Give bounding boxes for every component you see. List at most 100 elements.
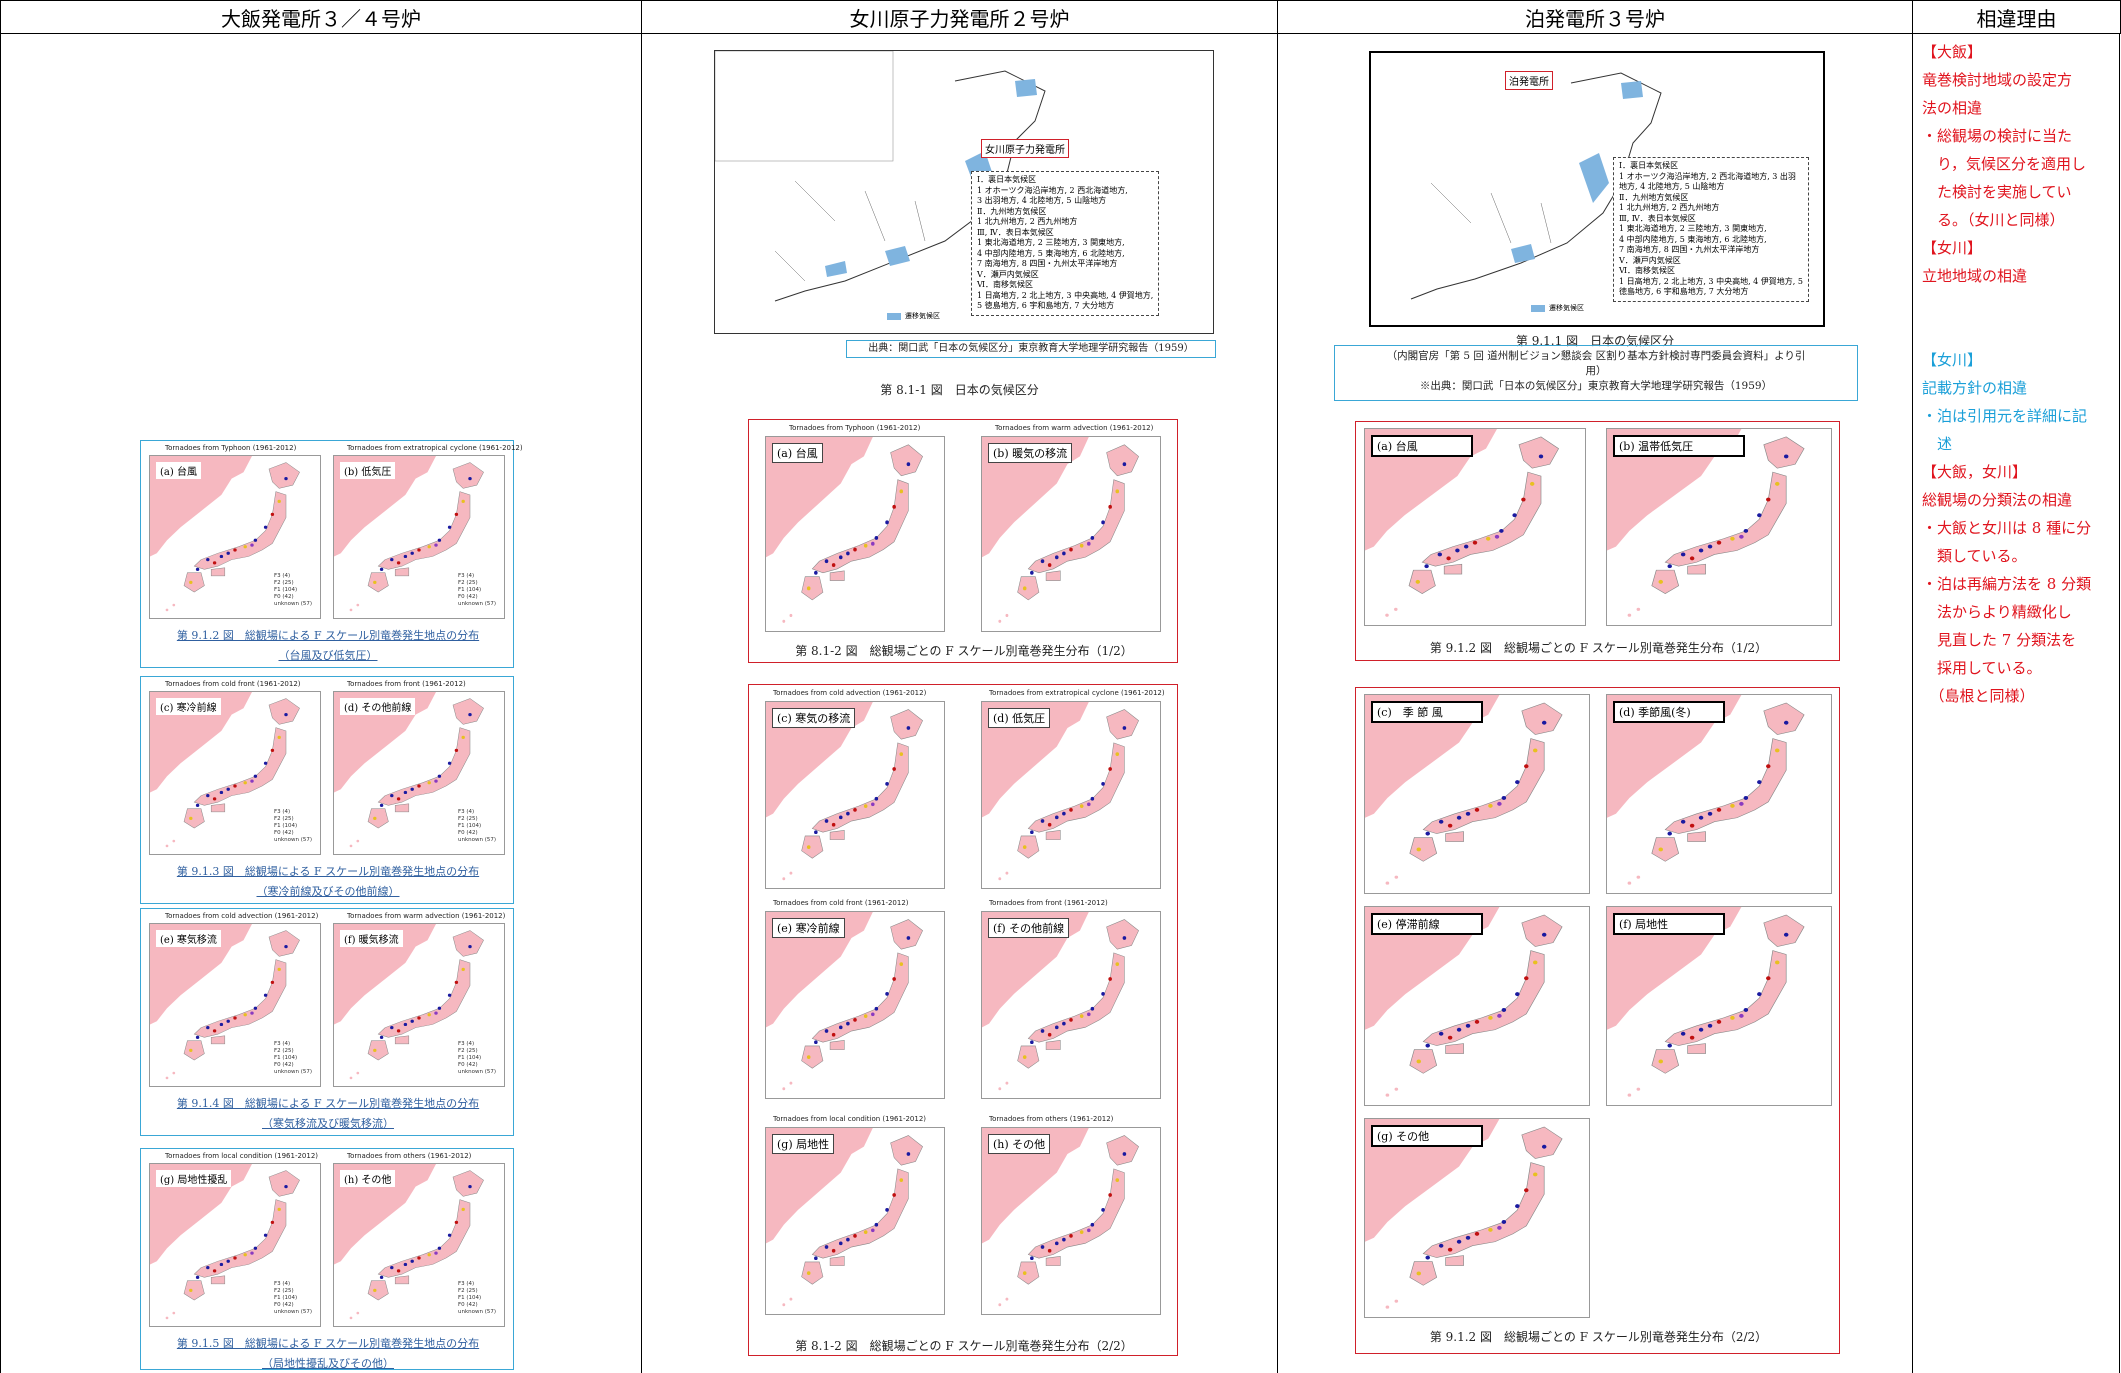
- climate-zone-list: Ⅰ．裏日本気候区 1 オホーツク海沿岸地方, 2 西北海道地方, 3 出羽 地方, …: [1613, 157, 1809, 302]
- zone-line: Ⅵ．南移気候区: [1619, 266, 1676, 275]
- reason-line: 採用している。: [1922, 659, 2042, 677]
- legend-entry: F3 (4): [273, 1281, 291, 1287]
- reason-line: 見直した 7 分類法を: [1922, 631, 2077, 649]
- legend-entry: F2 (25): [457, 1048, 478, 1054]
- figure-caption: 第 9.1.4 図 総観場による F スケール別竜巻発生地点の分布: [176, 1097, 480, 1110]
- map-legend: F3 (4) F2 (25) F1 (104) F0 (42) unknown (57): [458, 1281, 496, 1316]
- map-title: Tornadoes from extratropical cyclone (19…: [347, 444, 523, 452]
- legend-entry: unknown (57): [457, 601, 496, 607]
- onagawa-figure-2: Tornadoes from cold advection (1961-2012…: [748, 684, 1178, 1356]
- reason-line: 【大飯】: [1922, 43, 1983, 61]
- tornado-map-panel: (g) 局地性擾乱 F3 (4) F2 (25) F1 (104) F0 (42) un…: [149, 1163, 321, 1327]
- difference-reasons: 【大飯】 竜巻検討地域の設定方 法の相違 ・総観場の検討に当た り，気候区分を適用し …: [1922, 38, 2112, 710]
- column-divider: [1277, 34, 1278, 1373]
- panel-label: (e) 寒冷前線: [772, 918, 845, 938]
- panel-label: (b) 温帯低気圧: [1613, 435, 1745, 457]
- tornado-map-panel: (c) 寒気の移流: [765, 701, 945, 889]
- legend-entry: F1 (104): [457, 587, 482, 593]
- ohi-figure: Tornadoes from local condition (1961-201…: [140, 1148, 514, 1370]
- figure-caption: 第 9.1.2 図 総観場ごとの F スケール別竜巻発生分布（2/2）: [1429, 1330, 1768, 1344]
- tornado-map-panel: (d) 季節風(冬): [1606, 694, 1832, 894]
- legend-entry: F0 (42): [273, 594, 294, 600]
- header-label: 女川原子力発電所２号炉: [849, 6, 1070, 31]
- figure-subcaption: （台風及び低気圧）: [278, 649, 378, 662]
- reason-line: 法からより精緻化し: [1922, 603, 2072, 621]
- column-divider: [0, 34, 1, 1373]
- header-col-ohi: 大飯発電所３／４号炉: [0, 0, 642, 34]
- map-title: Tornadoes from cold front (1961-2012): [773, 899, 909, 907]
- zone-legend-swatch: [1531, 305, 1545, 312]
- legend-entry: F2 (25): [457, 1288, 478, 1294]
- tornado-map-panel: (b) 温帯低気圧: [1606, 428, 1832, 626]
- figure-caption: 第 9.1.2 図 総観場ごとの F スケール別竜巻発生分布（1/2）: [1429, 641, 1768, 655]
- source-note: 出典：関口武「日本の気候区分」東京教育大学地理学研究報告（1959）: [846, 340, 1216, 358]
- column-divider: [2119, 34, 2120, 1373]
- legend-entry: unknown (57): [457, 837, 496, 843]
- panel-label: (h) その他: [340, 1170, 396, 1187]
- map-title: Tornadoes from Typhoon (1961-2012): [789, 424, 921, 432]
- zone-line: 7 南海地方, 8 四国・九州太平洋岸地方: [1619, 245, 1760, 254]
- figure-subcaption: （局地性擾乱及びその他）: [262, 1357, 394, 1370]
- legend-entry: F1 (104): [273, 1055, 298, 1061]
- legend-entry: F2 (25): [457, 580, 478, 586]
- panel-label: (d) 低気圧: [988, 708, 1051, 728]
- tornado-map-panel: (e) 寒気移流 F3 (4) F2 (25) F1 (104) F0 (42) unk…: [149, 923, 321, 1087]
- tornado-map-panel: (f) 局地性: [1606, 906, 1832, 1106]
- legend-entry: F3 (4): [273, 573, 291, 579]
- ohi-figure: Tornadoes from Typhoon (1961-2012) Torna…: [140, 440, 523, 668]
- panel-label: (a) 台風: [156, 462, 201, 479]
- reason-line: る。（女川と同様）: [1922, 211, 2065, 229]
- reason-line: 述: [1922, 435, 1953, 453]
- header-label: 相違理由: [1976, 6, 2057, 31]
- legend-entry: F1 (104): [457, 1295, 482, 1301]
- source-line: ※出典：関口武「日本の気候区分」東京教育大学地理学研究報告（1959）: [1419, 380, 1773, 392]
- zone-legend-swatch: [887, 313, 901, 320]
- panel-label: (g) 局地性: [772, 1134, 835, 1154]
- figure-caption: 第 8.1-1 図 日本の気候区分: [880, 383, 1039, 397]
- header-label: 大飯発電所３／４号炉: [221, 6, 421, 31]
- zone-line: 地方, 4 北陸地方, 5 山陰地方: [1619, 182, 1725, 191]
- legend-entry: F1 (104): [273, 1295, 298, 1301]
- figure-caption: 第 8.1-2 図 総観場ごとの F スケール別竜巻発生分布（1/2）: [795, 644, 1133, 658]
- legend-entry: F2 (25): [273, 580, 294, 586]
- legend-entry: F0 (42): [457, 594, 478, 600]
- zone-line: Ⅱ．九州地方気候区: [977, 206, 1047, 216]
- zone-line: 1 日高地方, 2 北上地方, 3 中央高地, 4 伊賀地方, 5: [1619, 276, 1803, 286]
- climate-map-drawing: [1410, 72, 1662, 300]
- column-divider: [641, 34, 642, 1373]
- zone-line: 1 オホーツク海沿岸地方, 2 西北海道地方, 3 出羽: [1619, 171, 1796, 181]
- legend-entry: F0 (42): [457, 1302, 478, 1308]
- panel-label: (e) 停滞前線: [1371, 913, 1483, 935]
- zone-line: Ⅲ, Ⅳ．表日本気候区: [1619, 213, 1696, 223]
- legend-entry: F1 (104): [457, 823, 482, 829]
- tomari-figure-2: (c) 季 節 風 (d) 季節風(冬) (e) 停滞前線 (f) 局地性 (g) その…: [1355, 687, 1840, 1354]
- map-title: Tornadoes from warm advection (1961-2012…: [995, 424, 1154, 432]
- ohi-figure: Tornadoes from cold advection (1961-2012…: [140, 908, 514, 1136]
- reason-line: 竜巻検討地域の設定方: [1922, 71, 2073, 89]
- reason-line: 類している。: [1922, 547, 2027, 565]
- map-title: Tornadoes from local condition (1961-201…: [773, 1115, 927, 1123]
- figure-caption: 第 9.1.5 図 総観場による F スケール別竜巻発生地点の分布: [176, 1337, 480, 1350]
- legend-entry: F3 (4): [457, 573, 475, 579]
- map-title: Tornadoes from extratropical cyclone (19…: [989, 689, 1165, 697]
- reason-line: 立地地域の相違: [1922, 267, 2028, 285]
- panel-label: (h) その他: [988, 1134, 1051, 1154]
- panel-label: (b) 低気圧: [340, 462, 396, 479]
- tornado-map-panel: (g) その他: [1364, 1118, 1590, 1318]
- reason-line: 記載方針の相違: [1922, 379, 2028, 397]
- plant-label-onagawa: 女川原子力発電所: [981, 139, 1069, 158]
- legend-entry: F0 (42): [273, 1302, 294, 1308]
- map-title: Tornadoes from front (1961-2012): [989, 899, 1108, 907]
- tornado-map-panel: (e) 停滞前線: [1364, 906, 1590, 1106]
- zone-line: 1 オホーツク海沿岸地方, 2 西北海道地方,: [977, 185, 1128, 195]
- reason-line: [1922, 318, 2112, 346]
- tomari-figure-1: (a) 台風 (b) 温帯低気圧 第 9.1.2 図 総観場ごとの F スケール…: [1355, 421, 1840, 661]
- legend-entry: unknown (57): [457, 1069, 496, 1075]
- map-title: Tornadoes from cold advection (1961-2012…: [773, 689, 927, 697]
- legend-entry: F3 (4): [273, 1041, 291, 1047]
- legend-entry: F2 (25): [273, 1048, 294, 1054]
- source-line: 用）: [1585, 365, 1607, 377]
- panel-label: (g) 局地性擾乱: [156, 1170, 232, 1187]
- source-line: （内閣官房「第 5 回 道州制ビジョン懇談会 区割り基本方針検討専門委員会資料」…: [1386, 350, 1806, 362]
- map-title: Tornadoes from Typhoon (1961-2012): [165, 444, 297, 452]
